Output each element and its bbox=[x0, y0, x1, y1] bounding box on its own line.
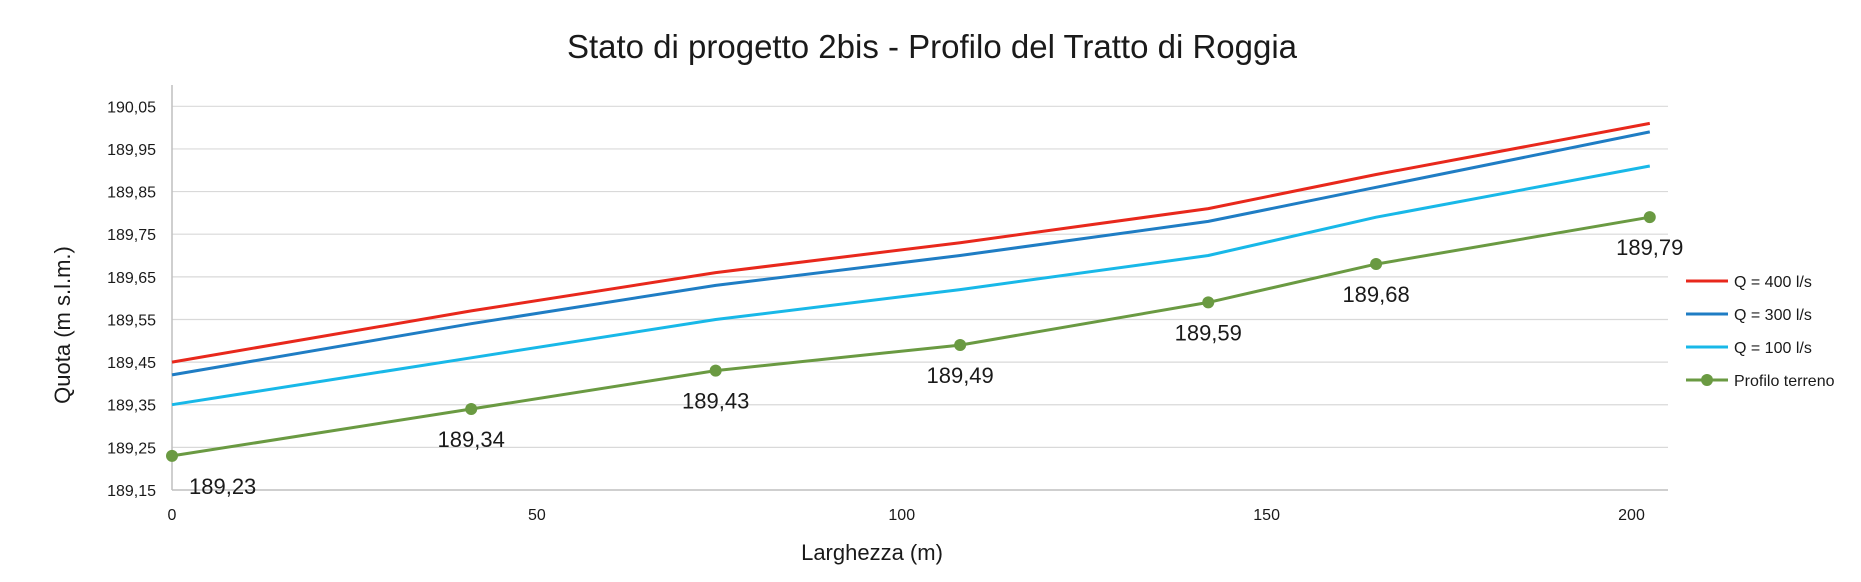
legend-label-2: Q = 100 l/s bbox=[1734, 340, 1812, 357]
x-tick-label: 0 bbox=[168, 507, 177, 524]
data-point-marker bbox=[1202, 296, 1215, 309]
y-tick-label: 189,65 bbox=[107, 270, 156, 287]
y-tick-label: 189,45 bbox=[107, 355, 156, 372]
y-tick-labels: 189,15 189,25 189,35 189,45 189,55 189,65 189,… bbox=[107, 99, 156, 500]
legend-marker-3 bbox=[1701, 374, 1713, 386]
data-labels: 189,23 189,34 189,43 189,49 189,59 189,68 189,… bbox=[189, 235, 1683, 499]
data-point-marker bbox=[166, 449, 178, 462]
legend-label-0: Q = 400 l/s bbox=[1734, 274, 1812, 291]
y-tick-label: 189,55 bbox=[107, 312, 156, 329]
x-tick-label: 50 bbox=[528, 507, 546, 524]
data-label: 189,68 bbox=[1342, 282, 1409, 307]
series-lines bbox=[171, 121, 1651, 458]
x-tick-label: 200 bbox=[1618, 507, 1645, 524]
y-tick-label: 189,95 bbox=[107, 142, 156, 159]
y-tick-label: 189,85 bbox=[107, 185, 156, 202]
y-axis-title: Quota (m s.l.m.) bbox=[50, 246, 75, 404]
data-point-marker bbox=[1643, 211, 1656, 224]
series-line-0 bbox=[171, 121, 1651, 364]
series-line-1 bbox=[171, 130, 1651, 377]
x-tick-labels: 0 50 100 150 200 bbox=[168, 507, 1645, 524]
series-line-2 bbox=[171, 164, 1651, 407]
x-tick-label: 150 bbox=[1253, 507, 1280, 524]
legend: Q = 400 l/s Q = 300 l/s Q = 100 l/s Profilo… bbox=[1686, 274, 1835, 390]
y-tick-label: 189,25 bbox=[107, 440, 156, 457]
data-point-marker bbox=[954, 339, 967, 352]
y-tick-label: 189,35 bbox=[107, 398, 156, 415]
data-label: 189,34 bbox=[438, 427, 505, 452]
y-tick-label: 189,75 bbox=[107, 227, 156, 244]
data-label: 189,49 bbox=[926, 363, 993, 388]
data-point-marker bbox=[465, 403, 478, 415]
data-label: 189,43 bbox=[682, 389, 749, 414]
legend-label-3: Profilo terreno bbox=[1734, 373, 1835, 390]
x-tick-label: 100 bbox=[888, 507, 915, 524]
legend-label-1: Q = 300 l/s bbox=[1734, 307, 1812, 324]
x-axis-title: Larghezza (m) bbox=[801, 540, 943, 565]
y-tick-label: 189,15 bbox=[107, 483, 156, 500]
data-label: 189,59 bbox=[1175, 320, 1242, 345]
series-markers bbox=[166, 211, 1656, 462]
y-tick-label: 190,05 bbox=[107, 99, 156, 116]
grid-lines bbox=[172, 105, 1668, 448]
data-label: 189,23 bbox=[189, 474, 256, 499]
data-point-marker bbox=[1370, 258, 1383, 271]
data-label: 189,79 bbox=[1616, 235, 1683, 260]
data-point-marker bbox=[709, 364, 722, 377]
chart-title: Stato di progetto 2bis - Profilo del Tra… bbox=[567, 28, 1298, 65]
